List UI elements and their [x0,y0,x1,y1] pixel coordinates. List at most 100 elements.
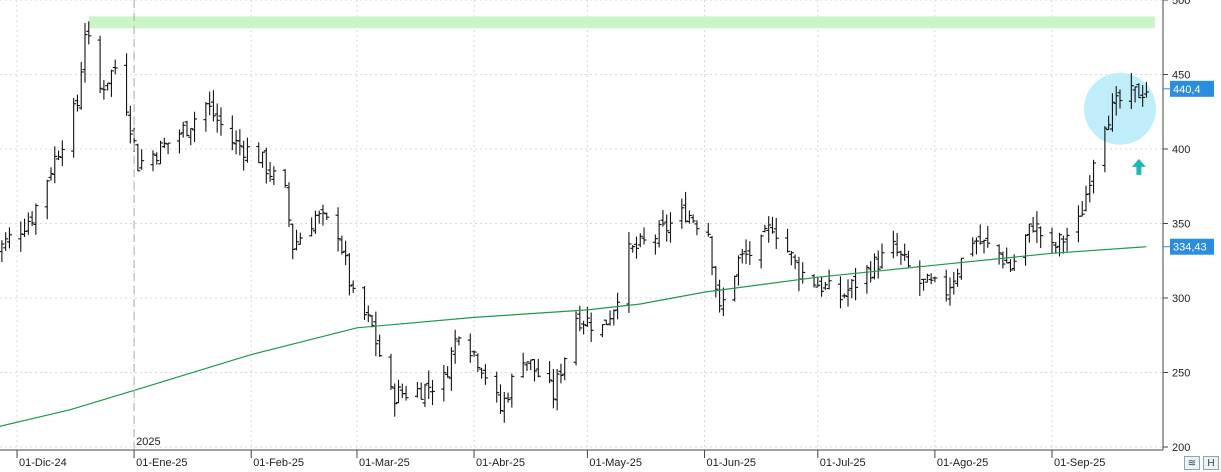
ohlc-bar [482,364,488,385]
ohlc-bar [1109,93,1115,132]
ohlc-bar [124,53,130,116]
ohlc-bar [1128,72,1134,110]
ohlc-bar [819,276,825,297]
ohlc-bar [1136,83,1142,99]
x-tick-label: 01-Sep-25 [1054,457,1105,469]
ohlc-bar [735,255,741,286]
ohlc-bar [203,102,209,132]
ohlc-bar [3,232,9,251]
ohlc-bar [1030,216,1036,233]
ohlc-bar [890,230,896,259]
ohlc-bar [894,232,900,257]
y-tick-label: 450 [1172,70,1190,82]
ohlc-bar [286,182,292,227]
ohlc-bar [343,240,349,266]
y-tick-label: 250 [1172,368,1190,380]
ohlc-bar [161,137,167,149]
ohlc-bar [244,137,250,163]
year-marker-label: 2025 [136,436,160,448]
ohlc-bar [660,210,666,227]
moving-average-tag: 334,43 [1163,238,1214,255]
ohlc-bar [312,210,318,234]
ohlc-bar [837,276,843,309]
ohlc-bar [811,274,817,288]
resistance-band [88,16,1156,29]
ohlc-bar [56,150,62,161]
ohlc-bar [758,234,764,269]
ohlc-bar [630,244,636,253]
ohlc-bar [773,217,779,250]
ohlc-bar [664,214,670,242]
x-tick-label: 01-Jun-25 [706,457,756,469]
ohlc-bar [902,243,908,261]
ohlc-bar [505,392,511,403]
ohlc-bar [524,361,530,371]
ohlc-bar [158,140,164,165]
ohlc-bar [112,59,118,75]
ohlc-bar [260,151,266,168]
ohlc-bar [509,373,515,408]
moving-average-tag-bg [1170,238,1214,255]
ohlc-bar [800,262,806,284]
ohlc-bar [362,286,368,320]
ohlc-bar [422,383,428,408]
ohlc-bar [44,179,50,220]
ohlc-bar [369,314,375,328]
ohlc-bar [294,229,300,251]
x-tick-label: 01-Abr-25 [476,457,525,469]
ohlc-bar [841,293,847,299]
ohlc-bar [339,235,345,255]
ohlc-bar [762,224,768,233]
chart-toolbar: ≋ H [1184,456,1219,470]
ohlc-bar [165,142,171,155]
ohlc-bar [350,280,356,293]
ohlc-bar [78,62,84,110]
ohlc-bar [667,212,673,243]
ohlc-bar [1049,227,1055,254]
ohlc-bar [475,353,481,372]
ohlc-bar [135,143,141,172]
ohlc-bar [637,233,643,248]
ohlc-bar [396,379,402,404]
ohlc-bar [1026,223,1032,243]
ohlc-bar [977,224,983,245]
ohlc-bar [1053,241,1059,254]
ohlc-bar [996,244,1002,265]
save-chart-button[interactable]: H [1203,456,1219,470]
ohlc-bar [271,166,277,185]
ohlc-bar [739,249,745,264]
ohlc-bar [501,392,507,423]
ohlc-bar [1083,185,1089,212]
ohlc-bar [788,250,794,266]
ohlc-bar [547,361,553,384]
ohlc-bar [879,243,885,269]
ohlc-bar [1034,211,1040,243]
x-tick-label: 01-Ene-25 [136,457,187,469]
ohlc-bar [720,287,726,317]
ohlc-bar [1087,175,1093,203]
ohlc-bar [282,169,288,188]
ohlc-bar [1140,85,1146,107]
ohlc-bar [6,227,12,249]
x-axis-ticks: 01-Dic-24 01-Ene-25 01-Feb-25 01-Mar-25 01-A… [16,450,1105,469]
ohlc-bar [108,69,114,97]
ohlc-bar [430,380,436,406]
ohlc-bar [822,281,828,290]
ohlc-bar [59,140,65,167]
ohlc-bar [74,94,80,112]
ohlc-bar [875,250,881,279]
ohlc-bar [932,276,938,283]
ohlc-bar [520,352,526,378]
ohlc-bar [898,250,904,265]
ohlc-bar [921,278,927,291]
ohlc-bar [796,256,802,292]
ohlc-bar [309,217,315,237]
y-tick-label: 350 [1172,219,1190,231]
ohlc-bar [1132,86,1138,103]
ohlc-bar [71,97,77,158]
indicator-toggle-button[interactable]: ≋ [1184,456,1200,470]
ohlc-bar [588,312,594,342]
ohlc-bar [603,319,609,326]
ohlc-bar [1091,159,1097,194]
